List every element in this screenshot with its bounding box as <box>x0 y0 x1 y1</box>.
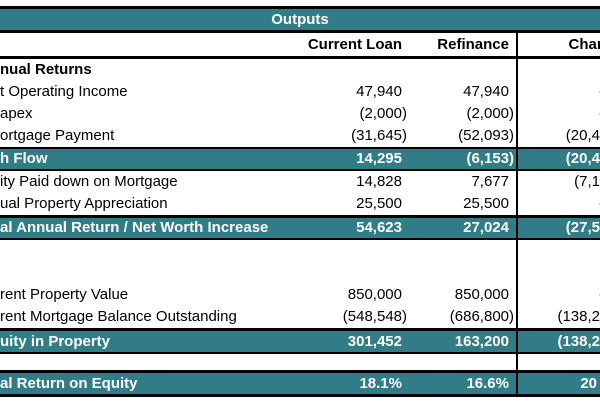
cell-current-loan[interactable]: 301,452 <box>347 333 402 350</box>
cell-refinance[interactable]: 850,000 <box>454 286 509 303</box>
border-above-equity <box>0 328 600 331</box>
table-row-equity-in-property: uity in Property 301,452 163,200 (138,2 <box>0 331 600 352</box>
outputs-title: Outputs <box>271 11 329 28</box>
row-label[interactable]: apex <box>0 105 33 122</box>
cell-current-loan[interactable]: 47,940 <box>356 83 402 100</box>
cell-refinance[interactable]: 47,940 <box>463 83 509 100</box>
border-below-equity <box>0 352 600 354</box>
cell-refinance[interactable]: 16.6% <box>466 375 509 392</box>
column-header-refinance[interactable]: Refinance <box>437 36 509 53</box>
table-row-capex: apex (2,000) (2,000) - <box>0 103 600 125</box>
cell-change[interactable]: (20,4 <box>565 150 600 167</box>
table-row-mortgage-balance: rent Mortgage Balance Outstanding (548,5… <box>0 306 600 328</box>
row-label[interactable]: nual Returns <box>0 61 92 78</box>
column-divider <box>516 33 518 397</box>
cell-current-loan[interactable]: 18.1% <box>359 375 402 392</box>
cell-current-loan[interactable]: 14,295 <box>356 150 402 167</box>
cell-change[interactable]: (20,4 <box>565 127 600 144</box>
cell-refinance[interactable]: 7,677 <box>471 173 509 190</box>
cell-change[interactable]: (7,1 <box>574 173 600 190</box>
row-label[interactable]: rent Mortgage Balance Outstanding <box>0 308 237 325</box>
row-label[interactable]: t Operating Income <box>0 83 128 100</box>
row-label[interactable]: rent Property Value <box>0 286 129 303</box>
cell-refinance[interactable]: (6,153) <box>466 150 514 167</box>
cell-change[interactable]: 20 <box>580 375 597 392</box>
border-above-total-return <box>0 215 600 218</box>
outputs-title-cell[interactable]: Outputs <box>0 9 600 30</box>
table-bottom-border <box>0 394 600 397</box>
row-label[interactable]: al Annual Return / Net Worth Increase <box>0 219 269 236</box>
table-top-border <box>0 6 600 9</box>
cell-refinance[interactable]: 27,024 <box>463 219 509 236</box>
border-under-title <box>0 30 600 33</box>
row-label[interactable]: ortgage Payment <box>0 127 115 144</box>
border-above-cash-flow <box>0 147 600 149</box>
table-row-total-annual-return: al Annual Return / Net Worth Increase 54… <box>0 218 600 238</box>
border-above-roe <box>0 370 600 373</box>
cell-current-loan[interactable]: 54,623 <box>356 219 402 236</box>
table-row-equity-paid-down: ity Paid down on Mortgage 14,828 7,677 (… <box>0 171 600 193</box>
table-row-net-operating-income: t Operating Income 47,940 47,940 - <box>0 81 600 103</box>
cell-change[interactable]: (138,2 <box>557 333 600 350</box>
table-row-cash-flow: h Flow 14,295 (6,153) (20,4 <box>0 149 600 169</box>
cell-current-loan[interactable]: (31,645) <box>351 127 407 144</box>
cell-refinance[interactable]: (52,093) <box>458 127 514 144</box>
cell-current-loan[interactable]: 14,828 <box>356 173 402 190</box>
cell-change[interactable]: (138,2 <box>557 308 600 325</box>
table-row-current-property-value: rent Property Value 850,000 850,000 - <box>0 284 600 306</box>
cell-current-loan[interactable]: (548,548) <box>342 308 407 325</box>
table-row-mortgage-payment: ortgage Payment (31,645) (52,093) (20,4 <box>0 125 600 147</box>
cell-current-loan[interactable]: 850,000 <box>347 286 402 303</box>
border-under-header <box>0 56 600 59</box>
row-label[interactable]: ity Paid down on Mortgage <box>0 173 178 190</box>
table-row-return-on-equity: al Return on Equity 18.1% 16.6% 20 <box>0 373 600 394</box>
table-row-property-appreciation: ual Property Appreciation 25,500 25,500 … <box>0 193 600 215</box>
cell-refinance[interactable]: 25,500 <box>463 195 509 212</box>
row-label[interactable]: ual Property Appreciation <box>0 195 168 212</box>
cell-refinance[interactable]: (686,800) <box>449 308 514 325</box>
cell-refinance[interactable]: 163,200 <box>454 333 509 350</box>
row-label[interactable]: h Flow <box>0 150 48 167</box>
row-label[interactable]: uity in Property <box>0 333 111 350</box>
cell-change[interactable]: (27,5 <box>565 219 600 236</box>
border-below-cash-flow <box>0 169 600 171</box>
row-label[interactable]: al Return on Equity <box>0 375 138 392</box>
cell-current-loan[interactable]: 25,500 <box>356 195 402 212</box>
cell-current-loan[interactable]: (2,000) <box>359 105 407 122</box>
column-header-current-loan[interactable]: Current Loan <box>307 36 402 53</box>
cell-refinance[interactable]: (2,000) <box>466 105 514 122</box>
table-row-annual-returns: nual Returns <box>0 59 600 81</box>
border-below-total-return <box>0 238 600 240</box>
